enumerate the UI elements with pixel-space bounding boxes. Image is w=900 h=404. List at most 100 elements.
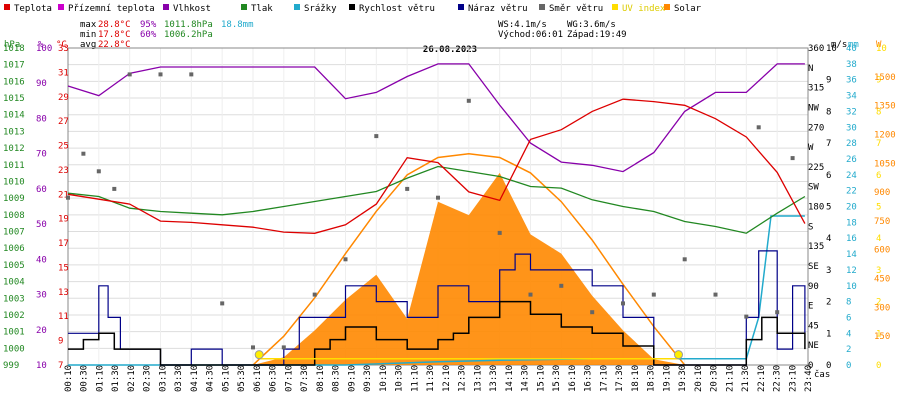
summary-max-temp: 28.8°C [98, 20, 131, 30]
axis-unit-uv: W [876, 40, 882, 50]
tick-label-uv: 3 [876, 266, 881, 276]
tick-label-temperature: 29 [58, 93, 69, 103]
tick-label-solar: 600 [874, 246, 890, 256]
wind-direction-point [436, 195, 440, 200]
legend-swatch [58, 4, 64, 10]
tick-label-rain: 30 [846, 123, 857, 133]
tick-label-temperature: 17 [58, 239, 69, 249]
tick-label-pressure: 1003 [3, 294, 25, 304]
tick-label-wind: 7 [826, 139, 831, 149]
legend-swatch [539, 4, 545, 10]
tick-label-uv: 0 [876, 361, 881, 371]
summary-min-hum: 60% [140, 30, 157, 40]
tick-label-rain: 8 [846, 298, 851, 308]
tick-label-x: 01:30 [111, 365, 121, 392]
tick-label-pressure: 1013 [3, 127, 25, 137]
tick-label-direction: 180 [808, 203, 824, 213]
tick-label-direction: N [808, 64, 813, 74]
tick-label-solar: 300 [874, 303, 890, 313]
tick-label-x: 00:30 [80, 365, 90, 392]
tick-label-x: 22:30 [773, 365, 783, 392]
summary-rain: 18.8mm [221, 20, 254, 30]
tick-label-pressure: 1007 [3, 228, 25, 238]
tick-label-rain: 26 [846, 155, 857, 165]
tick-label-x: 07:30 [300, 365, 310, 392]
tick-label-direction: 135 [808, 242, 824, 252]
tick-label-x: 02:30 [143, 365, 153, 392]
summary-sunrise: Východ:06:01 [498, 30, 563, 40]
tick-label-rain: 22 [846, 187, 857, 197]
tick-label-x: 17:30 [615, 365, 625, 392]
tick-label-x: 16:10 [568, 365, 578, 392]
tick-label-pressure: 1012 [3, 144, 25, 154]
wind-direction-point [621, 301, 625, 306]
tick-label-x: 14:10 [505, 365, 515, 392]
wind-direction-point [81, 151, 86, 156]
solar-clear-sky-line [252, 152, 686, 366]
tick-label-x: 09:30 [363, 365, 373, 392]
legend-label: Rychlost větru [359, 4, 435, 14]
tick-label-direction: W [808, 143, 814, 153]
tick-label-uv: 6 [876, 171, 881, 181]
tick-label-x: 11:30 [426, 365, 436, 392]
tick-label-temperature: 21 [58, 190, 69, 200]
tick-label-uv: 9 [876, 76, 881, 86]
tick-label-solar: 1050 [874, 159, 896, 169]
legend-label: Tlak [251, 4, 273, 14]
x-axis-label: čas [814, 369, 830, 380]
tick-label-wind: 0 [826, 361, 831, 371]
tick-label-x: 08:10 [316, 365, 326, 392]
summary-ws: WS:4.1m/s [498, 20, 547, 30]
tick-label-temperature: 19 [58, 215, 69, 225]
legend-swatch [241, 4, 247, 10]
wind-direction-point [220, 301, 225, 306]
legend-label: Náraz větru [468, 4, 528, 14]
tick-label-pressure: 1006 [3, 244, 25, 254]
sunset-marker [674, 350, 683, 360]
legend-label: Směr větru [549, 4, 603, 14]
tick-label-rain: 36 [846, 76, 857, 86]
tick-label-humidity: 80 [36, 114, 47, 124]
wind-direction-point [466, 98, 471, 103]
tick-label-temperature: 13 [58, 288, 69, 298]
tick-label-humidity: 20 [36, 326, 47, 336]
tick-label-wind: 3 [826, 266, 831, 276]
tick-label-wind: 6 [826, 171, 831, 181]
tick-label-temperature: 27 [58, 117, 69, 127]
tick-label-x: 05:10 [221, 365, 231, 392]
tick-label-x: 23:40 [804, 365, 814, 392]
wind-direction-point [590, 310, 595, 315]
tick-label-pressure: 1010 [3, 177, 25, 187]
tick-label-x: 03:10 [158, 365, 168, 392]
tick-label-pressure: 1015 [3, 94, 25, 104]
tick-label-humidity: 50 [36, 220, 47, 230]
tick-label-pressure: 1016 [3, 77, 25, 87]
tick-label-x: 10:10 [379, 365, 389, 392]
tick-label-rain: 10 [846, 282, 857, 292]
tick-label-humidity: 30 [36, 291, 47, 301]
tick-label-uv: 2 [876, 298, 881, 308]
tick-label-solar: 1350 [874, 102, 896, 112]
tick-label-rain: 28 [846, 139, 857, 149]
tick-label-x: 04:10 [190, 365, 200, 392]
summary-min-temp: 17.8°C [98, 30, 131, 40]
wind-direction-point [713, 292, 718, 297]
tick-label-x: 11:10 [410, 365, 420, 392]
tick-label-x: 13:10 [473, 365, 483, 392]
tick-label-temperature: 9 [58, 337, 63, 347]
wind-direction-point [374, 134, 379, 139]
tick-label-x: 01:10 [95, 365, 105, 392]
axis-unit-pressure: hPa [4, 40, 20, 50]
legend-swatch [163, 4, 169, 10]
tick-label-direction: 270 [808, 123, 824, 133]
tick-label-direction: 315 [808, 84, 824, 94]
tick-label-solar: 1200 [874, 130, 896, 140]
tick-label-direction: NE [808, 341, 819, 351]
tick-label-x: 21:30 [741, 365, 751, 392]
tick-label-humidity: 10 [36, 361, 47, 371]
tick-label-uv: 5 [876, 203, 881, 213]
tick-label-solar: 1500 [874, 73, 896, 83]
chart-title: 26.08.2023 [423, 45, 477, 55]
tick-label-rain: 0 [846, 361, 851, 371]
tick-label-wind: 10 [826, 44, 837, 54]
